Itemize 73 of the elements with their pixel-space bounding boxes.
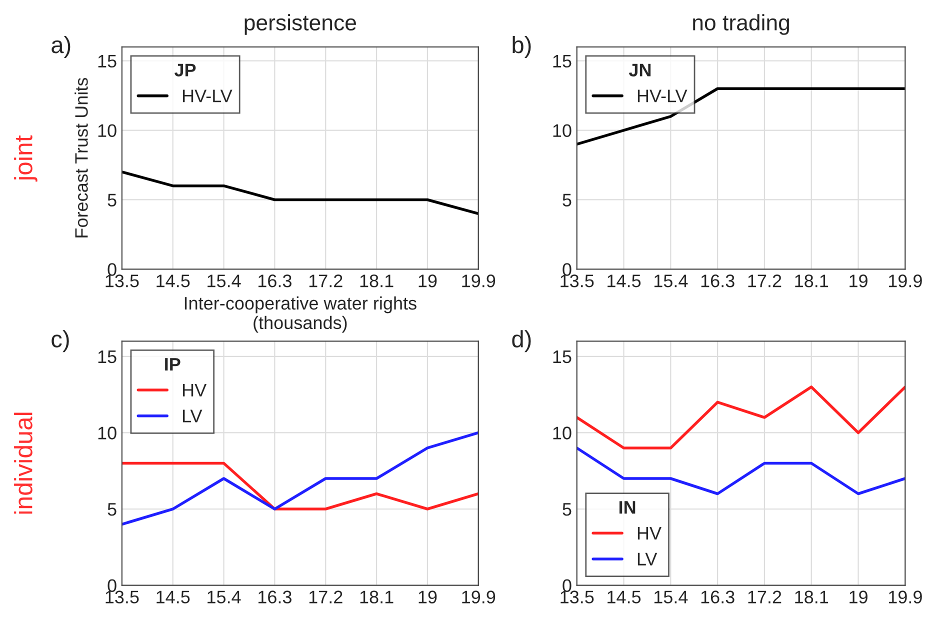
x-tick-label: 15.4	[208, 274, 241, 288]
x-tick-label: 13.5	[106, 590, 139, 604]
y-tick-label: 10	[553, 426, 572, 440]
line-series	[576, 87, 906, 146]
x-tick-label: 19.9	[888, 274, 922, 288]
text: d)	[512, 330, 531, 352]
x-tick-label: 16.3	[258, 590, 292, 604]
y-tick-label: 0	[562, 579, 572, 592]
x-tick-label: 19	[418, 590, 437, 604]
legend-title: IN	[620, 501, 636, 514]
legend-label: LV	[183, 410, 202, 422]
x-tick-label: 16.3	[701, 274, 734, 288]
y-tick-label: 5	[562, 194, 572, 206]
x-axis-title: Inter-cooperative water rights (thousands)	[184, 296, 416, 333]
text: individual	[14, 412, 32, 514]
legend-label: HV	[183, 384, 207, 396]
x-tick-label: 18.1	[795, 590, 828, 604]
x-tick-label: 18.1	[360, 274, 394, 288]
y-tick-label: 15	[553, 350, 572, 364]
y-tick-label: 15	[98, 54, 116, 68]
text: a)	[52, 36, 70, 58]
legend-title: IP	[165, 358, 180, 371]
y-tick-label: 15	[98, 350, 116, 364]
y-axis-title: Forecast Trust Units	[74, 78, 88, 238]
x-tick-label: 17.2	[748, 274, 782, 288]
y-tick-label: 10	[98, 124, 116, 138]
y-tick-label: 5	[108, 194, 116, 206]
x-tick-label: 17.2	[309, 274, 342, 288]
x-tick-label: 13.5	[106, 274, 139, 288]
y-tick-label: 0	[108, 579, 116, 592]
y-tick-label: 0	[108, 263, 116, 276]
legend-label: HV	[638, 527, 662, 540]
x-tick-label: 19	[418, 274, 437, 288]
line-series	[576, 446, 906, 496]
line-series	[576, 386, 906, 450]
y-tick-label: 15	[553, 54, 572, 68]
y-tick-label: 10	[98, 426, 116, 440]
x-tick-label: 17.2	[748, 590, 782, 604]
x-tick-label: 14.5	[156, 274, 190, 288]
y-tick-label: 10	[553, 124, 572, 138]
x-tick-label: 18.1	[360, 590, 394, 604]
legend-title: JP	[174, 64, 196, 76]
y-tick-label: 5	[108, 503, 116, 516]
text: b)	[512, 36, 531, 58]
text: c)	[52, 330, 69, 352]
line-series	[122, 431, 478, 526]
chart-title: no trading	[693, 14, 790, 35]
x-tick-label: 19.9	[462, 590, 496, 604]
legend-label: HV-LV	[638, 90, 688, 102]
x-tick-label: 15.4	[654, 274, 688, 288]
x-tick-label: 15.4	[208, 590, 241, 604]
x-tick-label: 19.9	[888, 590, 922, 604]
x-tick-label: 19	[850, 590, 868, 604]
chart-title: persistence	[244, 14, 356, 35]
x-tick-label: 17.2	[309, 590, 342, 604]
y-tick-label: 0	[562, 263, 572, 276]
x-tick-label: 14.5	[608, 590, 641, 604]
x-tick-label: 16.3	[701, 590, 734, 604]
x-tick-label: 16.3	[258, 274, 292, 288]
x-tick-label: 18.1	[795, 274, 828, 288]
legend-label: LV	[638, 552, 658, 566]
x-tick-label: 13.5	[560, 590, 594, 604]
x-tick-label: 19	[850, 274, 868, 288]
line-series	[122, 170, 478, 216]
x-tick-label: 13.5	[560, 274, 594, 288]
x-tick-label: 14.5	[608, 274, 641, 288]
x-tick-label: 14.5	[156, 590, 190, 604]
y-tick-label: 5	[562, 503, 572, 516]
text: joint	[14, 135, 38, 182]
legend-label: HV-LV	[183, 90, 232, 102]
x-tick-label: 15.4	[654, 590, 688, 604]
legend-title: JN	[628, 64, 651, 76]
x-tick-label: 19.9	[462, 274, 496, 288]
